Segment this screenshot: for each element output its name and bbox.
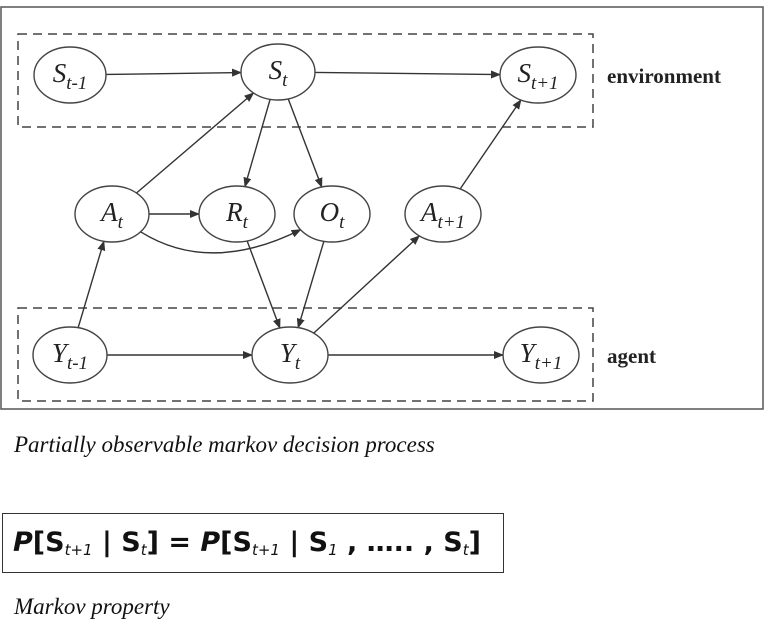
formula-open-right: [S [220,527,252,558]
pomdp-diagram: environment agent St-1 St St+1 At Rt Ot At+1 Yt… [0,6,764,410]
formula-sub-right-3: t [462,541,469,559]
environment-label: environment [607,64,721,88]
edge-y-t-to-a-next [313,235,421,334]
formula-close: ] [468,527,481,558]
markov-property-formula: P[St+1 | St] = P[St+1 | S1 , ….. , St] [13,514,481,572]
node-s-next-ellipse [499,46,577,104]
node-a-next: At+1 [404,185,482,243]
edge-o-t-to-y-t [296,241,325,329]
markov-property-formula-box: P[St+1 | St] = P[St+1 | S1 , ….. , St] [2,513,504,573]
edge-s-t-to-r-t [243,99,271,188]
formula-open-left: [S [32,527,65,558]
formula-dots: , ….. , S [337,527,463,558]
node-a-next-ellipse [404,185,482,243]
edge-s-t-to-o-t [287,98,323,188]
node-r-t-label: Rt [225,197,249,233]
formula-bar-left: | S [92,527,141,558]
edges-layer [77,68,522,359]
node-o-t: Ot [293,185,371,243]
formula-sub-left-1: t+1 [64,541,93,559]
node-r-t: Rt [198,185,276,243]
node-y-t: Yt [251,326,329,384]
node-s-prev-label: St-1 [53,58,88,94]
node-s-t-label: St [269,55,289,91]
formula-equals: ] = [146,527,201,558]
formula-p-left: P [13,527,33,558]
formula-sub-right-2: 1 [328,541,338,559]
node-y-prev-ellipse [32,326,108,384]
node-y-t-ellipse [251,326,329,384]
node-y-prev-label: Yt-1 [52,338,88,374]
node-s-next: St+1 [499,46,577,104]
node-a-t-label: At [99,197,124,233]
edge-a-t-to-o-t [140,229,302,254]
node-y-next: Yt+1 [502,326,580,384]
node-y-t-label: Yt [280,338,301,374]
node-r-t-ellipse [198,185,276,243]
node-s-prev: St-1 [33,46,107,104]
formula-caption: Markov property [14,594,170,619]
formula-p-right: P [200,527,221,558]
node-a-next-label: At+1 [419,197,465,233]
edge-s-t-to-s-next [314,70,502,79]
node-y-prev: Yt-1 [32,326,108,384]
pomdp-diagram-svg: environment agent St-1 St St+1 At Rt Ot At+1 Yt… [0,6,764,410]
node-o-t-label: Ot [320,197,346,233]
nodes-layer: St-1 St St+1 At Rt Ot At+1 Yt-1 Yt Yt+1 [32,43,580,384]
node-o-t-ellipse [293,185,371,243]
agent-group-box [17,307,594,402]
node-a-t-ellipse [74,185,150,243]
edge-a-t-to-s-t [136,92,255,194]
node-s-next-label: St+1 [517,58,558,94]
node-a-t: At [74,185,150,243]
node-s-prev-ellipse [33,46,107,104]
edge-r-t-to-y-t [246,240,281,329]
formula-sub-left-2: t [140,541,147,559]
edge-s-prev-to-s-t [105,68,243,77]
formula-sub-right-1: t+1 [251,541,280,559]
diagram-caption: Partially observable markov decision pro… [14,432,435,457]
agent-label: agent [607,344,656,368]
edge-y-prev-to-a-t [77,240,106,328]
formula-bar-right: | S [279,527,329,558]
environment-group-box [17,33,594,128]
edge-a-next-to-s-next [459,99,522,190]
node-s-t: St [240,43,316,101]
node-y-next-label: Yt+1 [520,338,563,374]
node-y-next-ellipse [502,326,580,384]
node-s-t-ellipse [240,43,316,101]
